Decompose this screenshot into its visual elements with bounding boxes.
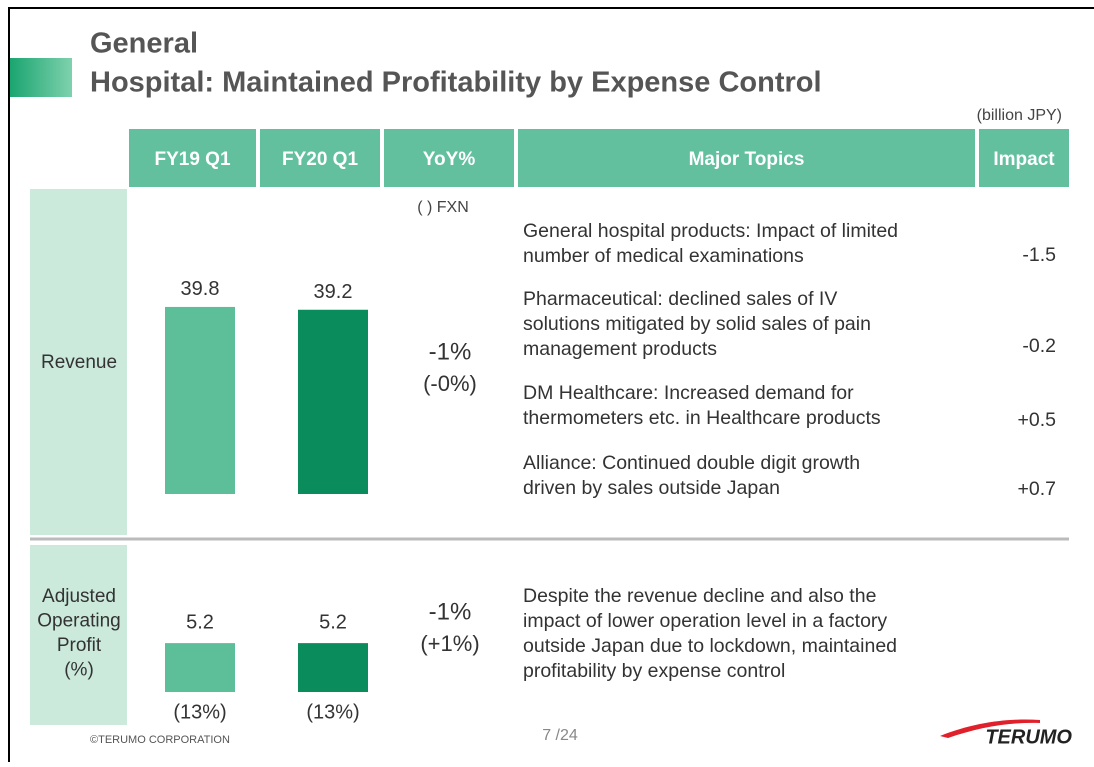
header-cell bbox=[518, 129, 975, 187]
row-label-bg bbox=[30, 545, 127, 725]
topic-line: outside Japan due to lockdown, maintaine… bbox=[523, 635, 897, 657]
page-number: 7 /24 bbox=[542, 727, 578, 744]
bar bbox=[165, 306, 235, 494]
bar-value: 39.2 bbox=[314, 281, 353, 303]
copyright: ©TERUMO CORPORATION bbox=[90, 734, 230, 746]
bar-value: 39.8 bbox=[181, 278, 220, 300]
impact: +0.5 bbox=[1018, 409, 1057, 431]
margin-label: (13%) bbox=[306, 701, 359, 723]
topic-line: Alliance: Continued double digit growth bbox=[523, 452, 860, 474]
topic-line: Despite the revenue decline and also the bbox=[523, 585, 876, 607]
row-label: Profit bbox=[57, 635, 102, 656]
row-label: (%) bbox=[64, 660, 94, 681]
topic-line: solutions mitigated by solid sales of pa… bbox=[523, 313, 871, 335]
header-cell bbox=[260, 129, 380, 187]
header-cell bbox=[129, 129, 256, 187]
impact: -0.2 bbox=[1022, 335, 1056, 357]
yoy: -1% bbox=[429, 338, 472, 365]
header-label: FY19 Q1 bbox=[154, 149, 230, 170]
header-cell bbox=[979, 129, 1069, 187]
header-cell bbox=[384, 129, 514, 187]
topic-line: profitability by expense control bbox=[523, 660, 785, 682]
fxn-note: ( ) FXN bbox=[417, 199, 469, 216]
topic-line: management products bbox=[523, 338, 717, 360]
topic-line: number of medical examinations bbox=[523, 245, 804, 267]
row-label: Adjusted bbox=[42, 586, 116, 607]
topic-line: impact of lower operation level in a fac… bbox=[523, 610, 887, 632]
row-label: Revenue bbox=[41, 352, 117, 373]
topic-line: thermometers etc. in Healthcare products bbox=[523, 407, 881, 429]
margin-label: (13%) bbox=[173, 701, 226, 723]
bar bbox=[298, 643, 368, 692]
impact: +0.7 bbox=[1018, 478, 1057, 500]
bar-value: 5.2 bbox=[186, 611, 214, 633]
header-label: FY20 Q1 bbox=[282, 149, 358, 170]
title: Hospital: Maintained Profitability by Ex… bbox=[90, 67, 822, 99]
header-label: YoY% bbox=[423, 149, 476, 170]
logo: TERUMO bbox=[985, 726, 1072, 748]
header-label: Impact bbox=[993, 149, 1055, 170]
topic-line: DM Healthcare: Increased demand for bbox=[523, 382, 854, 404]
topic-line: Pharmaceutical: declined sales of IV bbox=[523, 288, 837, 310]
row-label-bg bbox=[30, 189, 127, 535]
slide-border bbox=[8, 7, 1094, 762]
topic-line: driven by sales outside Japan bbox=[523, 477, 780, 499]
title: General bbox=[90, 28, 198, 60]
topic-line: General hospital products: Impact of lim… bbox=[523, 220, 898, 242]
bar-value: 5.2 bbox=[319, 611, 347, 633]
header-label: Major Topics bbox=[689, 149, 805, 170]
yoy-fxn: (+1%) bbox=[420, 631, 479, 656]
unit-note: (billion JPY) bbox=[977, 107, 1062, 124]
impact: -1.5 bbox=[1022, 244, 1056, 266]
yoy-fxn: (-0%) bbox=[423, 371, 477, 396]
yoy: -1% bbox=[429, 598, 472, 625]
bar bbox=[298, 309, 368, 494]
row-label: Operating bbox=[37, 611, 120, 632]
title-accent bbox=[10, 58, 72, 97]
logo-swoosh bbox=[940, 719, 1040, 738]
bar bbox=[165, 643, 235, 692]
